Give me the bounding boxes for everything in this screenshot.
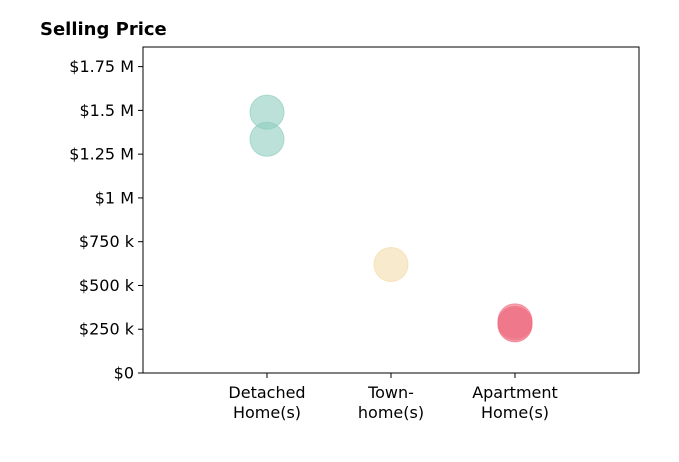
y-tick-label-1: $250 k	[79, 320, 135, 339]
data-point-2	[373, 246, 409, 282]
x-tick-label-0: Detached Home(s)	[228, 383, 305, 422]
y-tick-label-7: $1.75 M	[69, 57, 134, 76]
plot-frame	[142, 46, 640, 374]
data-point-1	[249, 121, 285, 157]
x-tick-label-2: Apartment Home(s)	[472, 383, 558, 422]
y-tick-label-2: $500 k	[79, 276, 135, 295]
x-tick-label-1: Town-home(s)	[358, 383, 424, 422]
y-tick-label-6: $1.5 M	[79, 101, 134, 120]
data-point-5	[497, 307, 533, 343]
chart-title: Selling Price	[40, 19, 167, 40]
y-tick-label-0: $0	[114, 364, 134, 383]
axes-layer: $0 $250 k $500 k $750 k $1 M $1.25 M $1.5 M $1.…	[69, 46, 640, 422]
y-tick-label-3: $750 k	[79, 232, 135, 251]
y-tick-label-5: $1.25 M	[69, 145, 134, 164]
y-tick-label-4: $1 M	[95, 188, 134, 207]
points-layer	[249, 94, 533, 343]
